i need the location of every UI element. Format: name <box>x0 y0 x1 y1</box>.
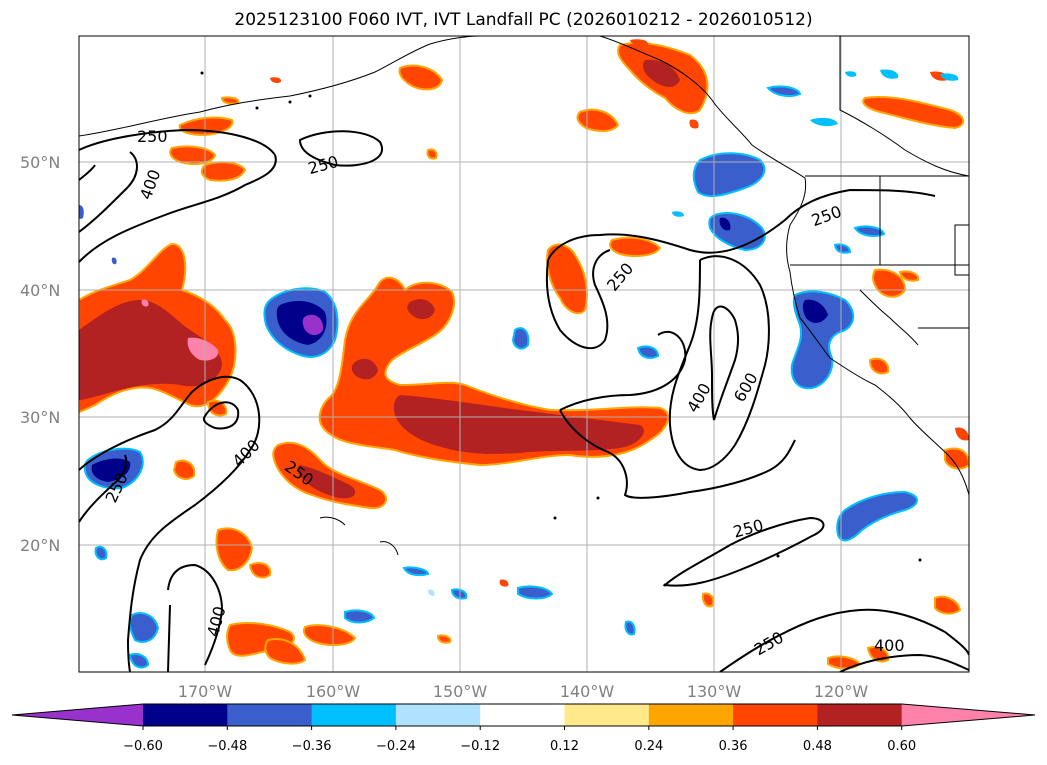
graticule <box>79 36 969 672</box>
colorbar-tick-label: 0.48 <box>803 739 832 754</box>
colorbar-tick-label: −0.60 <box>123 739 163 754</box>
contour-label: 250 <box>137 127 168 146</box>
lon-label: 140°W <box>560 682 615 701</box>
colorbar-tick-label: −0.12 <box>460 739 500 754</box>
colorbar-tick-label: 0.36 <box>719 739 748 754</box>
colorbar-extension-high <box>901 704 1035 726</box>
colorbar-tick-label: 0.24 <box>634 739 663 754</box>
colorbar-swatch <box>648 704 734 726</box>
lat-label: 40°N <box>20 281 60 300</box>
negative-pc-regions <box>79 69 959 669</box>
colorbar-tick-label: −0.48 <box>207 739 247 754</box>
colorbar-tick-label: 0.12 <box>550 739 579 754</box>
colorbar-tick-label: 0.60 <box>887 739 916 754</box>
ivt-contours <box>79 128 969 672</box>
colorbar-swatch <box>480 704 565 726</box>
lon-label: 120°W <box>814 682 869 701</box>
lat-label: 50°N <box>20 153 60 172</box>
plot-frame <box>78 35 970 673</box>
latitude-labels: 50°N 40°N 30°N 20°N <box>20 153 60 555</box>
longitude-labels: 170°W 160°W 150°W 140°W 130°W 120°W <box>178 682 869 701</box>
lat-label: 30°N <box>20 408 60 427</box>
lat-label: 20°N <box>20 536 60 555</box>
map-title: 2025123100 F060 IVT, IVT Landfall PC (20… <box>234 10 813 30</box>
colorbar-tick-label: −0.24 <box>376 739 416 754</box>
lon-label: 130°W <box>687 682 742 701</box>
colorbar-swatch <box>395 704 481 726</box>
colorbar-legend: −0.60 −0.48 −0.36 −0.24 −0.12 0.12 0.24 0.36 0.4… <box>11 703 1036 754</box>
plot-area: 250 250 400 250 250 400 250 250 400 600 … <box>79 36 969 672</box>
colorbar-swatch <box>564 704 650 726</box>
lon-label: 160°W <box>306 682 361 701</box>
colorbar-extension-low <box>12 704 143 726</box>
contour-label: 400 <box>874 636 905 655</box>
colorbar-swatch <box>733 704 818 726</box>
colorbar-swatch <box>817 704 903 726</box>
lon-label: 150°W <box>433 682 488 701</box>
colorbar-tick-label: −0.36 <box>292 739 332 754</box>
positive-pc-regions <box>79 39 969 670</box>
colorbar-swatch <box>311 704 397 726</box>
lon-label: 170°W <box>178 682 233 701</box>
colorbar-swatch <box>143 704 228 726</box>
colorbar-swatch <box>227 704 313 726</box>
